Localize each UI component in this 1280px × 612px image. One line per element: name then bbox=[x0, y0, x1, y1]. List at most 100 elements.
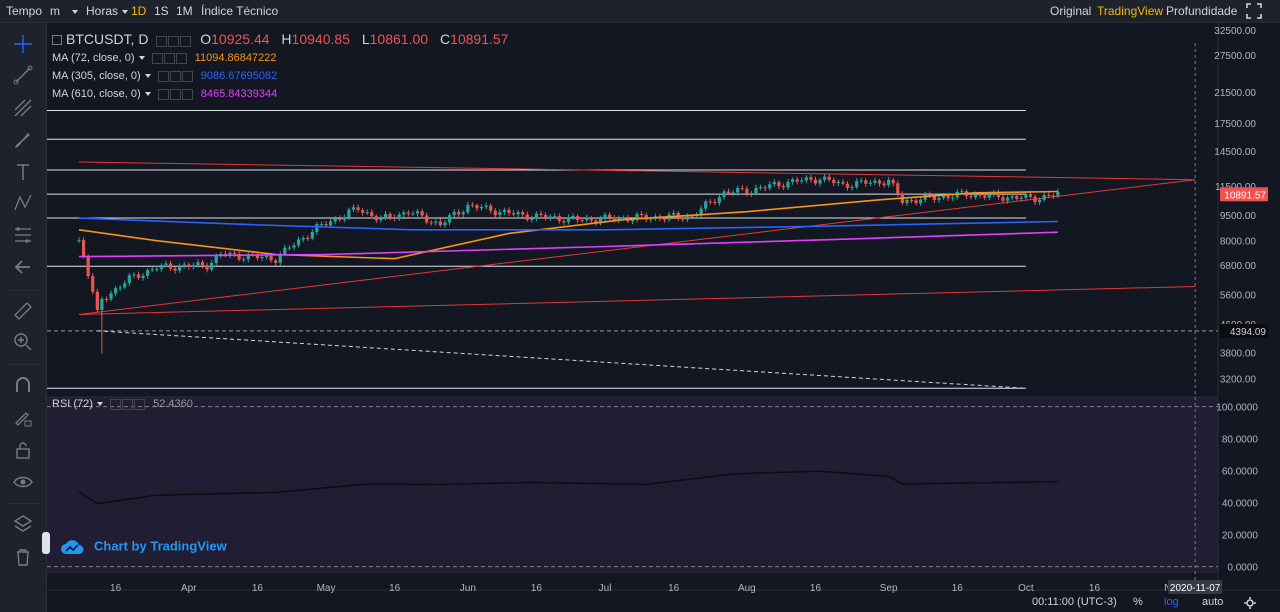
ruler-icon[interactable] bbox=[12, 300, 34, 322]
settings-icon[interactable] bbox=[1243, 597, 1257, 609]
minutes-dropdown[interactable]: m bbox=[50, 0, 78, 22]
lock-icon[interactable] bbox=[12, 439, 34, 461]
interval-1s-button[interactable]: 1S bbox=[154, 4, 169, 18]
candle-body bbox=[717, 197, 722, 203]
auto-toggle[interactable]: auto bbox=[1202, 596, 1224, 608]
price-tick-label: 8000.00 bbox=[1220, 237, 1257, 248]
date-marker-label: 2020-11-07 bbox=[1170, 583, 1221, 594]
close-value: 10891.57 bbox=[450, 31, 509, 47]
ma2-label: MA (305, close, 0) bbox=[52, 70, 141, 82]
candle-body bbox=[205, 265, 209, 270]
candle-body bbox=[896, 183, 900, 194]
candle-body bbox=[406, 212, 410, 214]
zoom-in-icon[interactable] bbox=[12, 331, 34, 353]
trend-line-icon[interactable] bbox=[12, 64, 34, 86]
candle-body bbox=[438, 221, 442, 226]
rsi-legend: RSI (72) 52.4360 bbox=[52, 398, 193, 410]
text-icon[interactable] bbox=[12, 161, 34, 183]
candle-body bbox=[726, 191, 731, 194]
time-tick-label: 16 bbox=[1089, 583, 1101, 594]
time-tick-label: Jul bbox=[599, 583, 612, 594]
candle-body bbox=[932, 196, 936, 201]
symbol-label: BTCUSDT, D bbox=[66, 31, 149, 47]
candle-body bbox=[740, 187, 744, 189]
time-tick-label: Jun bbox=[460, 583, 476, 594]
ma2-value: 9086.67695082 bbox=[200, 70, 278, 82]
log-toggle[interactable]: log bbox=[1164, 596, 1179, 608]
candle-body bbox=[292, 245, 296, 248]
candle-body bbox=[1005, 197, 1010, 201]
candle-body bbox=[388, 213, 392, 218]
candle-body bbox=[1010, 196, 1014, 198]
pattern-icon[interactable] bbox=[12, 192, 34, 214]
interval-1m-button[interactable]: 1M bbox=[176, 4, 193, 18]
candle-body bbox=[539, 213, 543, 215]
legend-actions[interactable] bbox=[110, 398, 146, 410]
candle-body bbox=[598, 218, 603, 224]
fullscreen-icon[interactable] bbox=[1246, 3, 1262, 19]
time-tick-label: 16 bbox=[668, 583, 680, 594]
candle-body bbox=[260, 257, 264, 259]
candle-body bbox=[338, 218, 342, 220]
candle-body bbox=[521, 212, 525, 215]
candle-body bbox=[86, 256, 90, 277]
eye-icon[interactable] bbox=[12, 471, 34, 493]
hours-dropdown[interactable]: Horas bbox=[86, 0, 129, 22]
indicator-button[interactable]: Índice Técnico bbox=[201, 4, 279, 18]
candle-body bbox=[283, 247, 287, 255]
arrow-left-icon[interactable] bbox=[12, 256, 34, 278]
magnet-icon[interactable] bbox=[12, 374, 34, 396]
toolbar-collapse-handle[interactable] bbox=[42, 532, 50, 554]
candle-body bbox=[443, 222, 447, 226]
trash-icon[interactable] bbox=[12, 546, 34, 568]
time-tick-label: 16 bbox=[389, 583, 401, 594]
candle-body bbox=[178, 266, 182, 271]
price-tick-label: 14500.00 bbox=[1214, 147, 1256, 158]
pitchfork-icon[interactable] bbox=[12, 97, 34, 119]
candle-body bbox=[566, 217, 571, 223]
candle-body bbox=[507, 209, 511, 214]
candle-body bbox=[758, 187, 763, 189]
price-tick-label: 27500.00 bbox=[1214, 51, 1256, 62]
view-depth-tab[interactable]: Profundidade bbox=[1166, 4, 1238, 18]
view-original-tab[interactable]: Original bbox=[1050, 4, 1092, 18]
chevron-down-icon[interactable] bbox=[144, 74, 151, 79]
view-tradingview-tab[interactable]: TradingView bbox=[1097, 4, 1164, 18]
candle-body bbox=[77, 240, 81, 242]
fib-icon[interactable] bbox=[12, 224, 34, 246]
chevron-down-icon[interactable] bbox=[96, 402, 103, 407]
candle-body bbox=[475, 205, 479, 209]
candle-body bbox=[104, 298, 109, 300]
legend-actions[interactable] bbox=[157, 70, 194, 82]
candle-body bbox=[200, 262, 205, 266]
tradingview-watermark[interactable]: Chart by TradingView bbox=[60, 537, 227, 557]
interval-1d-button[interactable]: 1D bbox=[131, 4, 147, 18]
pencil-lock-icon[interactable] bbox=[12, 407, 34, 429]
price-tag-label: 10891.57 bbox=[1224, 190, 1266, 201]
candle-body bbox=[525, 214, 529, 220]
collapse-icon[interactable] bbox=[52, 35, 62, 46]
crosshair-icon[interactable] bbox=[12, 33, 34, 55]
legend-actions[interactable] bbox=[151, 52, 188, 64]
candle-body bbox=[690, 216, 694, 218]
candle-body bbox=[946, 195, 950, 199]
candle-body bbox=[196, 262, 200, 266]
layers-icon[interactable] bbox=[12, 513, 34, 535]
trend-line bbox=[79, 161, 1196, 181]
percent-toggle[interactable]: % bbox=[1133, 596, 1143, 608]
candle-body bbox=[397, 214, 401, 219]
candle-body bbox=[100, 298, 104, 311]
chevron-down-icon[interactable] bbox=[144, 92, 151, 97]
candle-body bbox=[553, 216, 557, 218]
time-tick-label: Sep bbox=[880, 583, 898, 594]
close-label: C bbox=[439, 31, 451, 47]
chevron-down-icon[interactable] bbox=[138, 56, 145, 61]
candle-body bbox=[612, 217, 616, 221]
legend-actions[interactable] bbox=[156, 32, 192, 48]
candle-body bbox=[214, 255, 218, 263]
chevron-down-icon bbox=[72, 9, 78, 14]
candle-body bbox=[91, 276, 95, 292]
brush-icon[interactable] bbox=[12, 129, 34, 151]
legend-actions[interactable] bbox=[157, 88, 194, 100]
